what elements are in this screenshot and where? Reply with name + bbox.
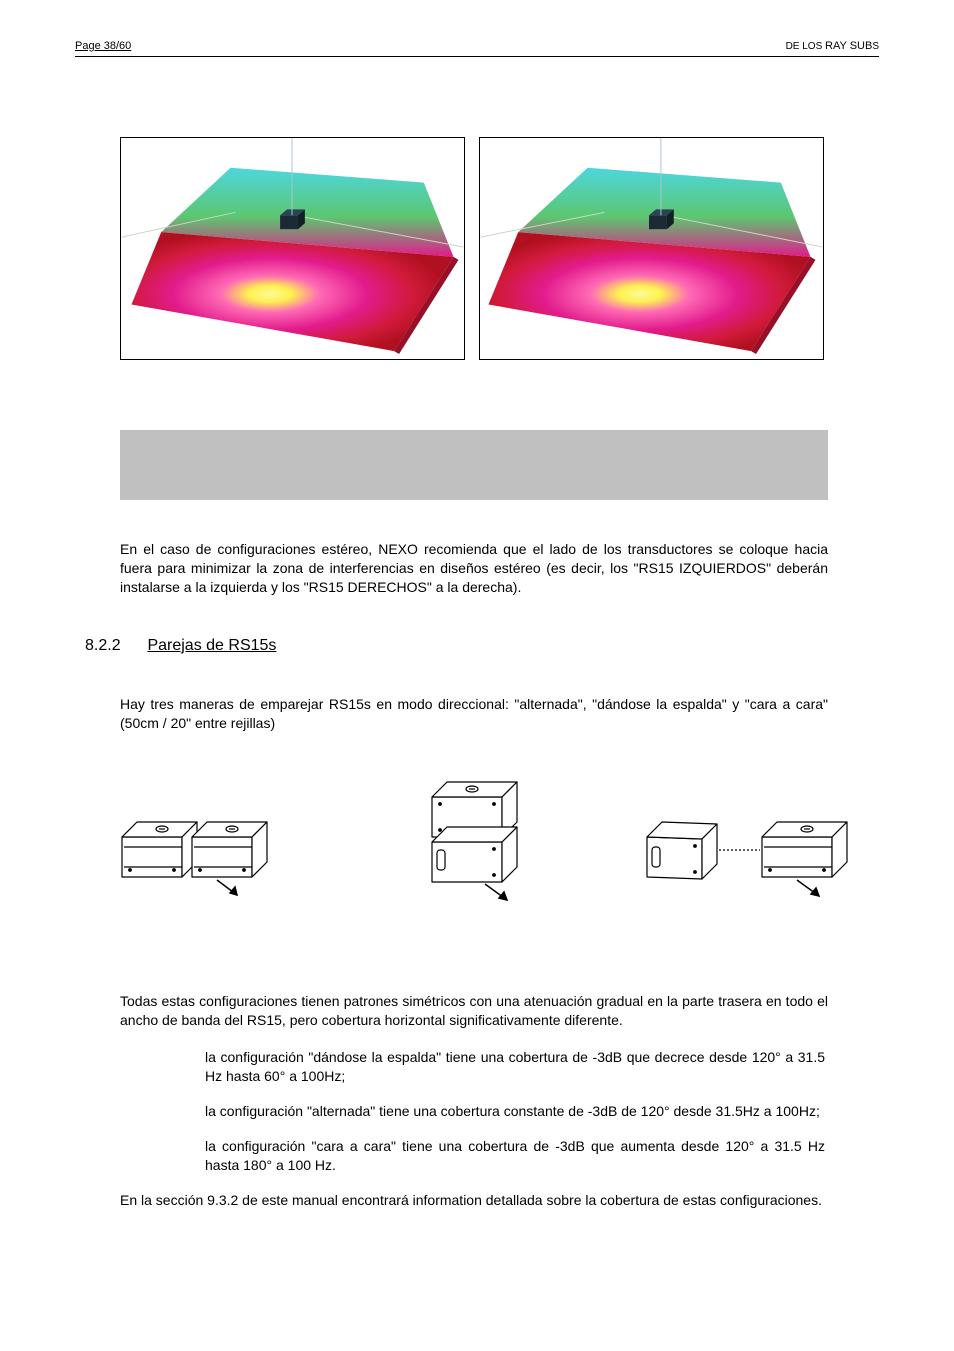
bullet-list: la configuración "dándose la espalda" ti… <box>205 1048 825 1174</box>
diagram-row <box>75 772 879 922</box>
paragraph-estereo: En el caso de configuraciones estéreo, N… <box>120 540 828 597</box>
paragraph-patrones: Todas estas configuraciones tienen patro… <box>120 992 828 1030</box>
bullet-1: la configuración "dándose la espalda" ti… <box>205 1048 825 1086</box>
simulation-image-left <box>120 137 465 360</box>
section-title: Parejas de RS15s <box>147 637 276 654</box>
doc-title: DE LOS RAY SUBS <box>786 40 879 52</box>
page-number: Page 38/60 <box>75 40 131 52</box>
simulation-image-right <box>479 137 824 360</box>
diagram-cara-a-cara <box>624 772 879 922</box>
paragraph-ref: En la sección 9.3.2 de este manual encon… <box>120 1191 828 1210</box>
callout-box <box>120 430 828 500</box>
section-heading: 8.2.2 Parejas de RS15s <box>85 637 879 655</box>
simulation-row <box>120 137 879 360</box>
page-header: Page 38/60 DE LOS RAY SUBS <box>75 40 879 57</box>
bullet-3: la configuración "cara a cara" tiene una… <box>205 1137 825 1175</box>
paragraph-parejas-intro: Hay tres maneras de emparejar RS15s en m… <box>120 695 828 733</box>
diagram-alternada <box>75 772 330 922</box>
section-number: 8.2.2 <box>85 637 143 655</box>
bullet-2: la configuración "alternada" tiene una c… <box>205 1102 825 1121</box>
diagram-espalda <box>350 772 605 922</box>
